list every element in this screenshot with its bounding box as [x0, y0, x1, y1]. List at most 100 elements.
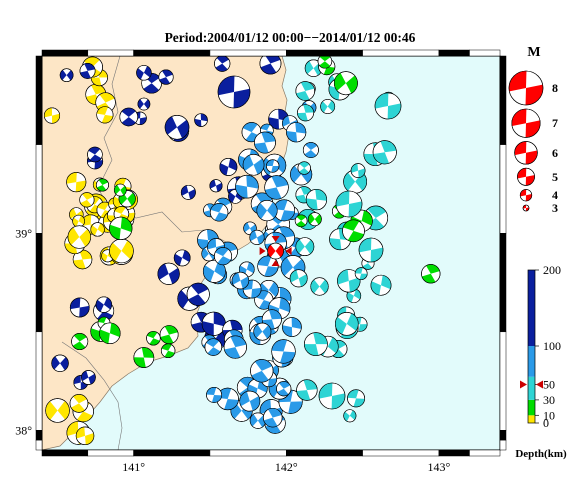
magnitude-legend-label: 4	[552, 188, 558, 202]
focal-mechanism-beachball	[253, 322, 272, 341]
depth-marker-right	[536, 380, 543, 389]
focal-mechanism-beachball	[164, 115, 190, 140]
focal-mechanism-beachball	[297, 161, 311, 175]
focal-mechanism-beachball	[71, 333, 89, 350]
focal-mechanism-beachball	[69, 297, 90, 318]
focal-mechanism-beachball	[302, 142, 319, 159]
focal-mechanism-beachball	[202, 259, 226, 283]
magnitude-legend-symbol	[522, 204, 530, 212]
focal-mechanism-beachball	[231, 271, 250, 290]
longitude-tick-label: 143°	[428, 460, 451, 474]
depth-tick-label: 100	[543, 339, 561, 353]
focal-mechanism-beachball	[119, 107, 139, 127]
depth-colorbar-title: Depth(km)	[515, 448, 567, 460]
focal-mechanism-beachball	[113, 183, 127, 197]
focal-mechanism-beachball	[204, 338, 223, 356]
focal-mechanism-beachball	[242, 153, 265, 176]
magnitude-legend-label: 5	[552, 170, 558, 184]
focal-mechanism-beachball	[347, 389, 365, 408]
focal-mechanism-beachball	[72, 214, 85, 228]
focal-mechanism-beachball	[304, 332, 328, 356]
depth-color-band	[528, 346, 535, 377]
focal-mechanism-beachball	[136, 65, 152, 81]
focal-mechanism-beachball	[99, 322, 121, 345]
focal-mechanism-beachball	[217, 75, 251, 109]
latest-event-beachball	[267, 242, 284, 260]
focal-mechanism-beachball	[307, 212, 322, 227]
focal-mechanism-beachball	[337, 269, 361, 293]
magnitude-legend-symbol	[511, 108, 541, 138]
focal-mechanism-beachball	[79, 62, 96, 79]
focal-mechanism-beachball	[72, 249, 93, 270]
focal-mechanism-beachball	[289, 269, 308, 288]
focal-mechanism-beachball	[254, 131, 276, 154]
magnitude-legend-symbol	[514, 141, 538, 165]
depth-color-band	[528, 376, 535, 400]
focal-mechanism-beachball	[87, 146, 103, 163]
focal-mechanism-beachball	[90, 222, 105, 237]
map-frame	[35, 49, 507, 457]
magnitude-legend-label: 7	[552, 116, 558, 130]
magnitude-legend-label: 3	[552, 201, 558, 215]
focal-mechanism-beachball	[137, 97, 151, 111]
focal-mechanism-beachball	[96, 106, 114, 124]
depth-tick-label: 50	[543, 378, 555, 392]
focal-mechanism-beachball	[214, 56, 231, 72]
focal-mechanism-beachball	[209, 203, 229, 222]
focal-mechanism-beachball	[320, 99, 336, 114]
focal-mechanism-beachball	[342, 219, 365, 243]
magnitude-legend-label: 6	[552, 146, 558, 160]
longitude-tick-label: 142°	[275, 460, 298, 474]
focal-mechanism-beachball	[59, 68, 74, 82]
focal-mechanism-beachball	[109, 238, 134, 264]
magnitude-legend-symbol	[519, 189, 533, 202]
focal-mechanism-beachball	[317, 56, 333, 69]
focal-mechanism-beachball	[333, 71, 358, 96]
focal-mechanism-beachball	[343, 409, 357, 423]
latitude-tick-label: 39°	[15, 226, 32, 240]
magnitude-legend-title: M	[527, 45, 540, 60]
latest-event-markers	[259, 236, 292, 267]
focal-mechanism-beachball	[310, 277, 329, 296]
focal-mechanism-beachball	[209, 179, 223, 193]
focal-mechanism-beachball	[214, 247, 233, 266]
focal-mechanism-beachball	[45, 398, 70, 423]
focal-mechanism-beachball	[271, 339, 296, 364]
focal-mechanism-beachball	[304, 59, 323, 77]
focal-mechanism-beachball	[354, 267, 368, 280]
beachball-events	[43, 56, 441, 446]
focal-mechanism-beachball	[264, 175, 289, 200]
focal-mechanism-beachball	[239, 390, 261, 412]
map-area	[42, 56, 500, 450]
focal-mechanism-beachball	[268, 297, 291, 320]
focal-mechanism-beachball	[286, 122, 307, 143]
focal-mechanism-beachball	[95, 178, 109, 192]
focal-mechanism-beachball	[282, 317, 302, 337]
focal-mechanism-beachball	[109, 216, 133, 241]
focal-mechanism-beachball	[146, 331, 161, 346]
focal-mechanism-beachball	[133, 347, 155, 368]
longitude-tick-label: 141°	[122, 460, 145, 474]
focal-mechanism-beachball	[266, 159, 280, 173]
focal-mechanism-beachball	[180, 184, 196, 200]
focal-mechanism-beachball	[160, 343, 176, 358]
focal-mechanism-beachball	[276, 381, 292, 397]
focal-mechanism-beachball	[263, 407, 283, 428]
focal-mechanism-beachball	[259, 56, 282, 75]
focal-mechanism-beachball	[296, 379, 318, 401]
depth-color-band	[528, 399, 535, 416]
focal-mechanism-beachball	[350, 163, 366, 178]
focal-mechanism-beachball	[158, 69, 174, 85]
focal-mechanism-beachball	[194, 113, 208, 127]
focal-mechanism-beachball	[216, 387, 239, 411]
focal-mechanism-beachball	[157, 262, 180, 285]
latitude-tick-label: 38°	[15, 423, 32, 437]
depth-tick-label: 10	[543, 408, 555, 422]
focal-mechanism-beachball	[186, 282, 210, 306]
focal-mechanism-beachball	[201, 311, 226, 336]
focal-mechanism-beachball	[66, 172, 87, 193]
focal-mechanism-beachball	[206, 386, 223, 403]
focal-mechanism-beachball	[294, 214, 308, 228]
